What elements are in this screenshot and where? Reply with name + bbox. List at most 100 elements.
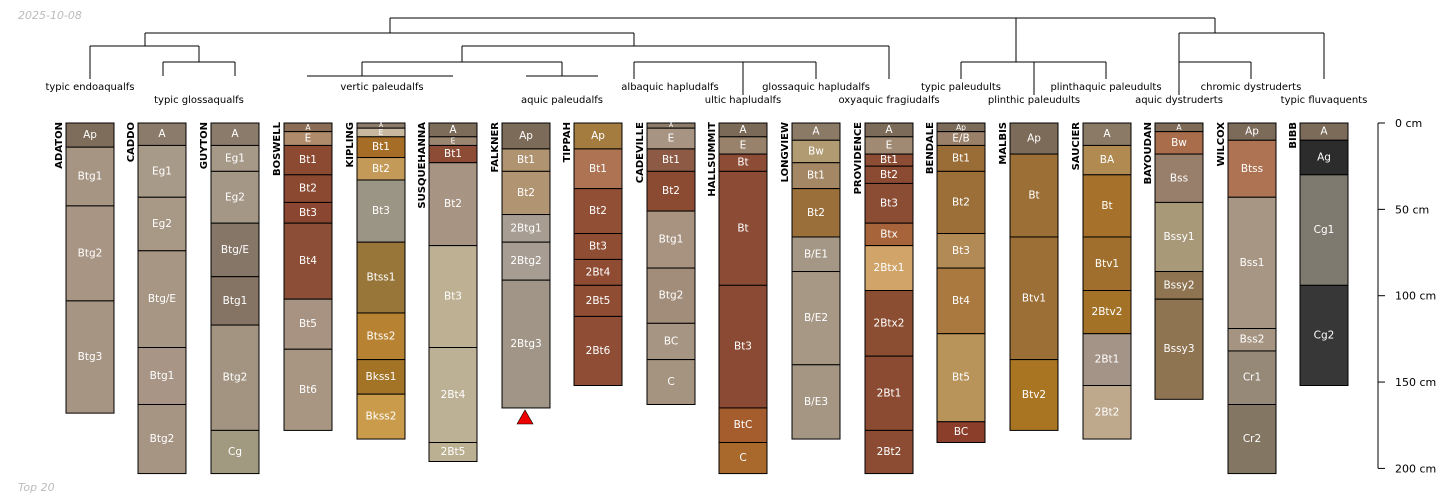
footer-label: Top 20 [18, 481, 55, 494]
profile-falkner: FALKNER Ap Bt1 Bt2 2Btg1 2Btg2 2Btg3 [490, 122, 551, 409]
horizon [356, 393, 406, 440]
horizon-label: Bt [1028, 190, 1039, 202]
taxon-label: albaquic hapludalfs [621, 82, 718, 93]
horizon [573, 188, 623, 235]
horizon [936, 267, 986, 335]
horizon-label: Btg2 [223, 372, 248, 384]
horizon-label: Bt2 [589, 205, 607, 217]
horizon [356, 179, 406, 243]
horizon [936, 170, 986, 235]
horizon-label: Ap [1027, 133, 1041, 145]
horizon [936, 144, 986, 172]
horizon-label: C [739, 452, 746, 464]
horizon [65, 146, 115, 207]
horizon-label: Bt2 [372, 163, 390, 175]
horizon [65, 300, 115, 414]
horizon [718, 407, 768, 443]
horizon-label: BC [664, 335, 678, 347]
horizon-label: B/E3 [804, 396, 828, 408]
horizon [1154, 153, 1204, 203]
horizon-label: A [669, 122, 674, 129]
horizon-label: A [1320, 126, 1328, 138]
horizon-label: Bt3 [880, 197, 898, 209]
taxon-label: oxyaquic fragiudalfs [838, 95, 939, 106]
horizon [1154, 298, 1204, 400]
horizon-label: Btv1 [1095, 258, 1119, 270]
horizon-label: Bt [1101, 200, 1112, 212]
taxon-label: typic endoaqualfs [45, 82, 134, 93]
horizon-label: Ap [83, 129, 97, 141]
horizon [646, 210, 696, 269]
horizon-label: E [668, 133, 675, 145]
horizon-label: Ap [591, 130, 605, 142]
horizon [428, 441, 478, 462]
profile-tippah: TIPPAH Ap Bt1 Bt2 Bt3 2Bt4 2Bt5 2Bt6 [562, 122, 623, 387]
horizon-label: 2Bt5 [586, 295, 611, 307]
horizon-label: Bw [808, 145, 824, 157]
horizon-label: Bt4 [952, 295, 970, 307]
horizon-label: Btg2 [659, 290, 684, 302]
horizon-label: E/B [952, 133, 969, 145]
taxon-label: ultic hapludalfs [705, 95, 781, 106]
profile-name: BAYOUDAN [1143, 122, 1154, 184]
axis-tick-label: 200 cm [1395, 462, 1436, 475]
date-label: 2025-10-08 [18, 9, 82, 22]
horizon [1009, 236, 1059, 361]
horizon-label: A [1176, 123, 1182, 132]
horizon [210, 276, 260, 326]
horizon [646, 267, 696, 324]
horizon [791, 236, 841, 273]
horizon-label: Bss2 [1240, 334, 1265, 346]
horizon-label: Ap [956, 123, 966, 132]
horizon-label: Bkss1 [366, 371, 397, 383]
profile-susquehanna: SUSQUEHANNA AE Bt1 Bt2 Bt3 2Bt4 2Bt5 [417, 122, 478, 462]
horizon [65, 122, 115, 148]
profile-kipling: KIPLING AE Bt1 Bt2 Bt3 Btss1 Btss2 Bkss1 Bkss2 [345, 122, 406, 440]
horizon-label: Bt2 [952, 196, 970, 208]
horizon [573, 122, 623, 150]
horizon [65, 205, 115, 302]
horizon [718, 441, 768, 475]
horizon-label: Eg1 [152, 165, 172, 177]
horizon-label: Bt2 [880, 169, 898, 181]
horizon [1082, 236, 1132, 292]
horizon [356, 359, 406, 395]
profile-hallsummit: HALLSUMMIT AE Bt Bt Bt3 BtC C [707, 122, 768, 475]
horizon-label: Cg2 [1314, 329, 1335, 341]
axis-tick-label: 100 cm [1395, 290, 1436, 303]
horizon-label: 2Bt1 [877, 387, 902, 399]
horizon [137, 196, 187, 252]
horizon-label: Bss1 [1240, 257, 1265, 269]
horizon-label: 2Bt4 [441, 389, 466, 401]
profile-name: FALKNER [490, 122, 501, 173]
profile-name: MALBIS [998, 122, 1009, 165]
profile-name: GUYTON [199, 122, 210, 169]
horizon [1082, 385, 1132, 440]
profile-name: HALLSUMMIT [707, 122, 718, 197]
profile-caddo: CADDO A Eg1 Eg2 Btg/E Btg1 Btg2 [126, 122, 187, 475]
horizon-label: Bss [1170, 172, 1188, 184]
horizon [864, 182, 914, 224]
horizon [137, 144, 187, 198]
profile-boswell: BOSWELL AE Bt1 Bt2 Bt3 Bt4 Bt5 Bt6 [272, 121, 333, 431]
profile-bendale: BENDALE ApE/B Bt1 Bt2 Bt3 Bt4 Bt5 BC [925, 122, 986, 443]
profile-bibb: BIBB A Ag Cg1 Cg2 [1288, 122, 1349, 387]
horizon [646, 322, 696, 361]
horizon [283, 298, 333, 350]
horizon-label: Bt5 [299, 318, 317, 330]
horizon-label: Bssy1 [1163, 231, 1194, 243]
taxon-label: plinthic paleudults [988, 95, 1080, 106]
taxon-label: typic glossaqualfs [154, 95, 244, 106]
horizon [356, 312, 406, 361]
horizon [501, 214, 551, 243]
horizon-label: 2Btg2 [510, 255, 541, 267]
horizon-label: Bt [737, 222, 748, 234]
horizon-label: Cg1 [1314, 224, 1335, 236]
depth-axis: 0 cm 50 cm 100 cm 150 cm 200 cm [1377, 117, 1436, 475]
horizon-label: Bt2 [299, 183, 317, 195]
horizon [356, 241, 406, 314]
taxon-label: aquic dystruderts [1135, 95, 1223, 106]
horizon-label: 2Bt2 [1095, 406, 1120, 418]
horizon [210, 429, 260, 475]
